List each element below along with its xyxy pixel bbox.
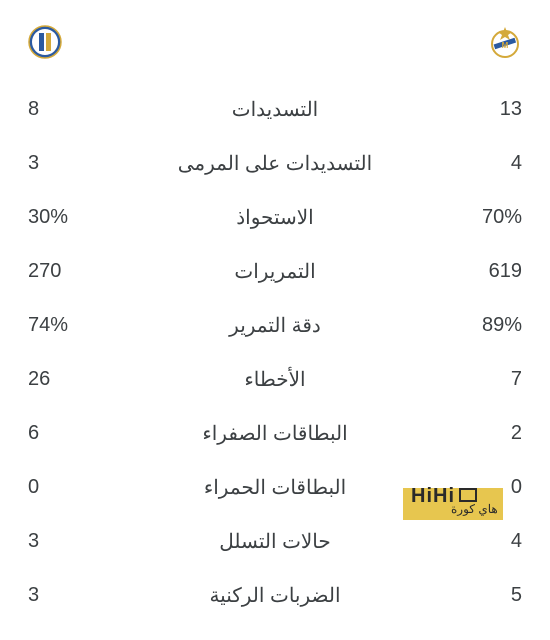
stat-left-value: 6: [28, 422, 138, 445]
stat-left-value: 3: [28, 152, 138, 175]
stat-right-value: 619: [412, 260, 522, 283]
stat-right-value: 89%: [412, 314, 522, 337]
stat-left-value: 30%: [28, 206, 138, 229]
table-row: 3 الضربات الركنية 5: [28, 568, 522, 622]
table-row: 3 حالات التسلل 4: [28, 514, 522, 568]
table-row: 6 البطاقات الصفراء 2: [28, 406, 522, 460]
table-row: 3 التسديدات على المرمى 4: [28, 136, 522, 190]
team-crest-left: [28, 25, 62, 59]
stat-label: الأخطاء: [138, 367, 412, 392]
stats-table: 8 التسديدات 13 3 التسديدات على المرمى 4 …: [28, 82, 522, 622]
table-row: 26 الأخطاء 7: [28, 352, 522, 406]
stat-label: البطاقات الصفراء: [138, 421, 412, 446]
table-row: 8 التسديدات 13: [28, 82, 522, 136]
table-row: 30% الاستحواذ 70%: [28, 190, 522, 244]
stat-right-value: 70%: [412, 206, 522, 229]
stat-label: دقة التمرير: [138, 313, 412, 338]
stat-label: حالات التسلل: [138, 529, 412, 554]
stat-left-value: 74%: [28, 314, 138, 337]
stat-right-value: 7: [412, 368, 522, 391]
stat-right-value: 4: [412, 530, 522, 553]
svg-text:M: M: [502, 41, 509, 50]
stat-label: التسديدات على المرمى: [138, 151, 412, 176]
getafe-crest-icon: [28, 25, 62, 59]
stat-right-value: 2: [412, 422, 522, 445]
stat-label: التسديدات: [138, 97, 412, 122]
stat-left-value: 270: [28, 260, 138, 283]
team-crest-right: M: [488, 25, 522, 59]
stat-label: الضربات الركنية: [138, 583, 412, 608]
stats-panel: M 8 التسديدات 13 3 التسديدات على المرمى …: [0, 0, 550, 640]
stat-left-value: 0: [28, 476, 138, 499]
stat-left-value: 3: [28, 584, 138, 607]
table-row: 0 البطاقات الحمراء 0: [28, 460, 522, 514]
table-row: 270 التمريرات 619: [28, 244, 522, 298]
stat-label: التمريرات: [138, 259, 412, 284]
stat-right-value: 5: [412, 584, 522, 607]
table-row: 74% دقة التمرير 89%: [28, 298, 522, 352]
stat-label: الاستحواذ: [138, 205, 412, 230]
stat-right-value: 13: [412, 98, 522, 121]
stat-left-value: 3: [28, 530, 138, 553]
team-crests-row: M: [28, 20, 522, 64]
stat-label: البطاقات الحمراء: [138, 475, 412, 500]
stat-left-value: 26: [28, 368, 138, 391]
stat-right-value: 4: [412, 152, 522, 175]
real-madrid-crest-icon: M: [488, 25, 522, 59]
stat-right-value: 0: [412, 476, 522, 499]
stat-left-value: 8: [28, 98, 138, 121]
